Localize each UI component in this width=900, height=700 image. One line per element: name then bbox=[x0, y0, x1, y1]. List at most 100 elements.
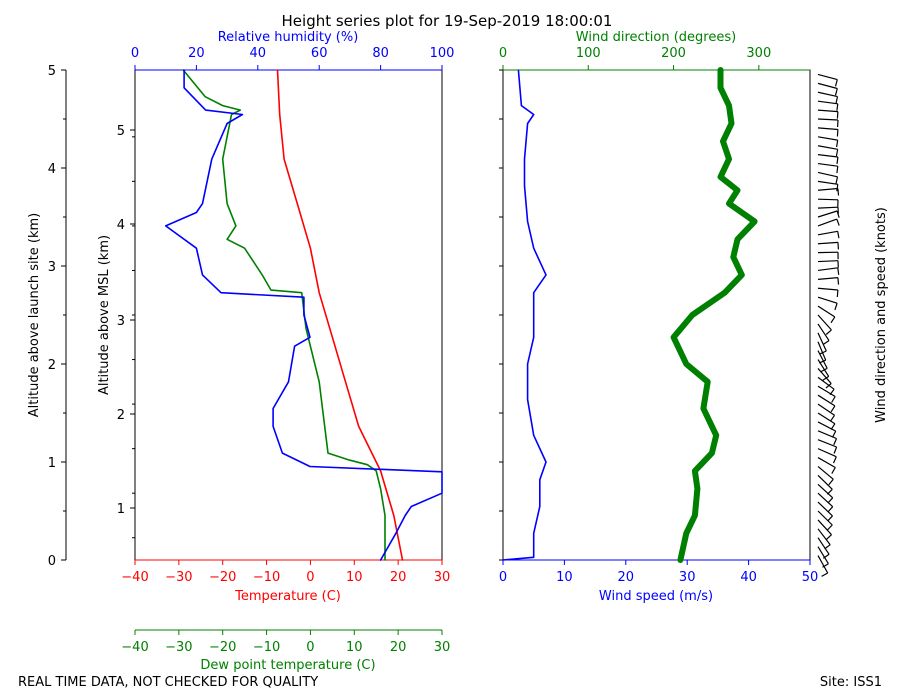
wind-barb-staff bbox=[817, 241, 839, 245]
wind-barb-flag bbox=[837, 188, 840, 196]
wind-barb-flag bbox=[824, 544, 831, 550]
wind-barb-staff bbox=[817, 528, 831, 546]
wind-barb-flag bbox=[831, 430, 837, 438]
wind-barb-flag bbox=[830, 316, 836, 324]
wind-barb-flag bbox=[834, 79, 838, 87]
wind-barb-staff bbox=[817, 546, 829, 565]
dew-axis-label: Dew point temperature (C) bbox=[200, 658, 375, 673]
wind-barb bbox=[817, 206, 839, 215]
dew-tick-label: 0 bbox=[306, 640, 314, 655]
wind-barb-staff bbox=[817, 537, 830, 555]
wind-barb-flag bbox=[830, 405, 836, 413]
wind-barb-flag bbox=[826, 488, 833, 495]
wspd-tick-label: 10 bbox=[556, 570, 573, 585]
outer-altitude-tick-label: 0 bbox=[48, 554, 56, 569]
inner-altitude-tick-label: 4 bbox=[117, 218, 125, 233]
wind-barb-flag bbox=[835, 96, 839, 104]
wind-barb bbox=[817, 492, 834, 513]
wind-barb-staff bbox=[817, 510, 833, 526]
dew-tick-label: −40 bbox=[121, 640, 148, 655]
wind-barb-staff bbox=[817, 267, 838, 272]
wind-barb-staff bbox=[817, 555, 829, 574]
wind-barb bbox=[817, 230, 840, 239]
wind-barb-flag bbox=[836, 156, 839, 164]
wind-barb-flag bbox=[825, 383, 832, 389]
wind-barb-flag bbox=[831, 396, 836, 403]
wind-barb bbox=[817, 73, 838, 87]
wind-barb bbox=[817, 341, 827, 364]
wdir-tick-label: 100 bbox=[576, 46, 601, 61]
wind-barb-flag bbox=[836, 166, 839, 174]
wind-barb-staff bbox=[817, 305, 836, 318]
inner-altitude-label: Altitude above MSL (km) bbox=[97, 235, 112, 395]
wind-barb bbox=[817, 483, 834, 504]
footer-site: Site: ISS1 bbox=[820, 675, 882, 690]
wind-barb-staff bbox=[817, 457, 836, 469]
wind-barb-flag bbox=[832, 456, 837, 464]
wind-barb-flag bbox=[836, 289, 839, 298]
wind-barb bbox=[817, 376, 835, 396]
dew-tick-label: 30 bbox=[434, 640, 451, 655]
wind-barb-staff bbox=[817, 492, 834, 508]
wind-barb-flag bbox=[822, 553, 830, 559]
wind-barb-staff bbox=[817, 73, 838, 81]
wdir-tick-label: 0 bbox=[499, 46, 507, 61]
thermo-panel: 0 1 2 3 4 5 1 2 3 4 5 −40 −30 −20 −10 0 10 20 30 −40 −30 −20 −… bbox=[27, 30, 547, 673]
wind-barb-staff bbox=[817, 403, 835, 416]
dew-tick-label: 20 bbox=[390, 640, 407, 655]
rh-tick-label: 20 bbox=[188, 46, 205, 61]
wind-barb-staff bbox=[817, 385, 836, 398]
wind-panel: 0 10 20 30 40 50 0 100 200 300 Wind direction (de… bbox=[499, 30, 889, 604]
footer-disclaimer: REAL TIME DATA, NOT CHECKED FOR QUALITY bbox=[18, 675, 318, 690]
wind-barb-staff bbox=[817, 448, 837, 458]
wind-barb bbox=[817, 510, 833, 531]
inner-altitude-tick-label: 5 bbox=[117, 124, 125, 139]
rh-tick-label: 40 bbox=[250, 46, 267, 61]
wind-barb-flag bbox=[822, 375, 830, 381]
outer-altitude-tick-label: 3 bbox=[48, 260, 56, 275]
temp-tick-label: 20 bbox=[390, 570, 407, 585]
wind-barb bbox=[817, 267, 840, 275]
wind-plot-frame bbox=[502, 69, 811, 561]
wind-barb bbox=[817, 368, 832, 389]
wspd-tick-label: 0 bbox=[499, 570, 507, 585]
wind-barb-flag bbox=[822, 563, 829, 568]
wind-barb-staff bbox=[817, 171, 838, 178]
wind-barb-flag bbox=[825, 329, 832, 335]
wind-barb-staff bbox=[817, 127, 838, 131]
humidity-line bbox=[164, 69, 443, 561]
rh-axis-label: Relative humidity (%) bbox=[218, 30, 359, 45]
wind-barb bbox=[817, 448, 837, 464]
wind-barb bbox=[817, 82, 838, 96]
inner-altitude-tick-label: 2 bbox=[117, 408, 125, 423]
wind-barb bbox=[817, 474, 833, 495]
wind-barb-flag bbox=[822, 340, 830, 346]
wind-barb-staff bbox=[817, 412, 836, 425]
wspd-axis-label: Wind speed (m/s) bbox=[599, 589, 713, 604]
inner-altitude-tick-label: 1 bbox=[117, 502, 125, 517]
wind-barb-staff bbox=[817, 474, 833, 490]
wind-barb-flag bbox=[828, 478, 834, 486]
wind-barb-flag bbox=[833, 446, 838, 454]
wdir-tick-label: 200 bbox=[661, 46, 686, 61]
wind-barb-staff bbox=[817, 198, 839, 201]
wind-barb bbox=[817, 198, 839, 207]
wind-barb-flag bbox=[831, 467, 836, 474]
wind-barb bbox=[817, 136, 839, 148]
wind-barbs bbox=[817, 73, 840, 577]
thermo-plot-frame bbox=[134, 69, 443, 561]
wind-barb-staff bbox=[817, 296, 838, 304]
wind-barb-flag bbox=[827, 497, 834, 504]
wind-barb bbox=[817, 403, 835, 422]
wind-barb-flag bbox=[837, 277, 840, 285]
wind-barb-staff bbox=[817, 230, 838, 236]
wind-barb-flag bbox=[835, 149, 839, 157]
wind-barb bbox=[817, 394, 836, 413]
dew-tick-label: 10 bbox=[346, 640, 363, 655]
wind-barb bbox=[817, 323, 830, 346]
wind-barb-flag bbox=[819, 350, 827, 355]
wind-barb-flag bbox=[836, 184, 839, 192]
outer-altitude-tick-label: 2 bbox=[48, 358, 56, 373]
wind-barb-flag bbox=[830, 423, 836, 430]
wind-barb-staff bbox=[817, 118, 839, 121]
